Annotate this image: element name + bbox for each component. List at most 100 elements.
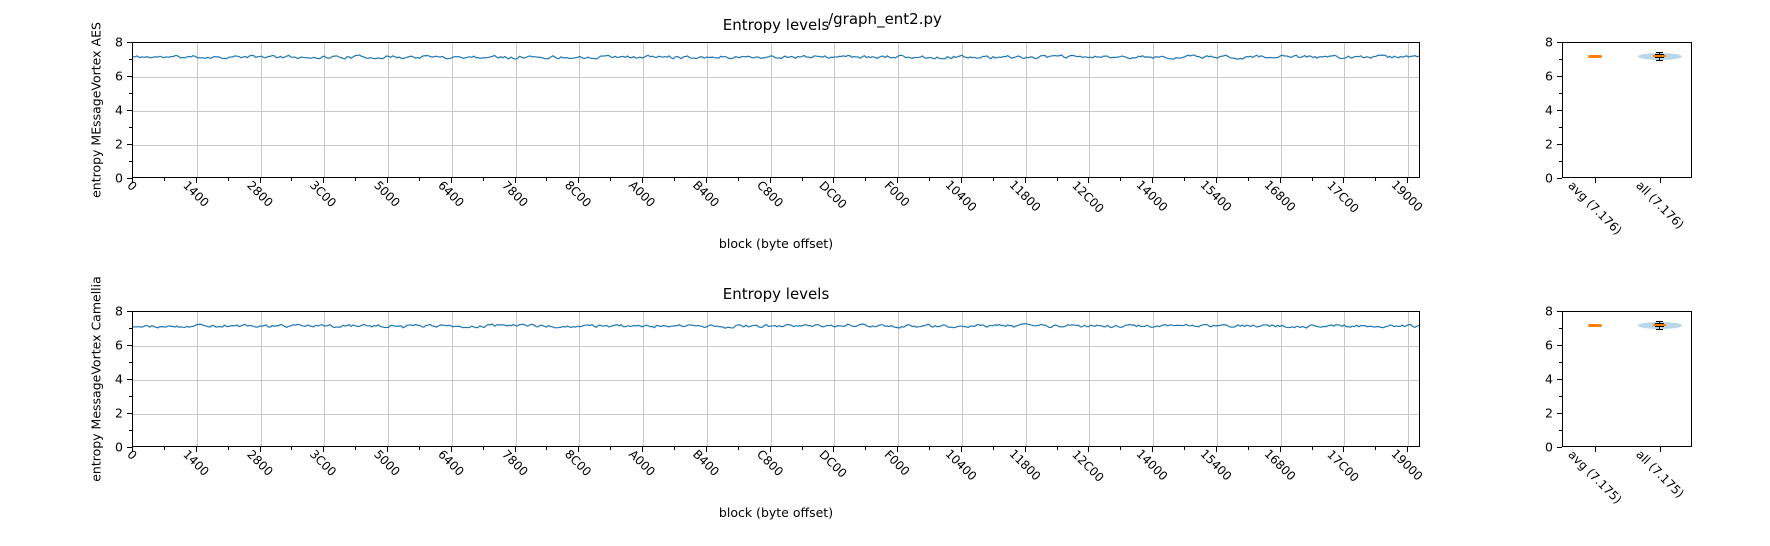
whisker-cap xyxy=(1656,59,1663,62)
x-tick-label: 12C00 xyxy=(1069,178,1108,216)
y-tick-mark xyxy=(127,42,132,43)
y-tick-label: 6 xyxy=(1545,337,1553,353)
y-tick-mark xyxy=(127,178,132,179)
y-minor-tick-mark xyxy=(129,430,132,431)
h-gridline xyxy=(133,414,1419,415)
y-tick-label: 2 xyxy=(1545,405,1553,421)
x-tick-label: 6400 xyxy=(435,178,467,210)
x-tick-mark xyxy=(323,178,325,183)
x-tick-mark xyxy=(450,178,452,183)
x-minor-tick-mark xyxy=(163,447,165,450)
x-tick-label: 10400 xyxy=(942,446,980,484)
x-minor-tick-mark xyxy=(1056,178,1058,181)
x-minor-tick-mark xyxy=(418,447,420,450)
y-tick-label: 2 xyxy=(1545,136,1553,152)
v-gridline xyxy=(1408,43,1410,177)
line-plot-area xyxy=(132,42,1420,178)
x-tick-label: 14000 xyxy=(1133,177,1171,215)
y-tick-mark xyxy=(1557,447,1562,448)
whisker-cap xyxy=(1656,52,1663,54)
x-tick-mark xyxy=(1659,178,1661,183)
x-tick-label: 11800 xyxy=(1006,446,1044,484)
x-minor-tick-mark xyxy=(1375,178,1377,181)
x-minor-tick-mark xyxy=(737,178,739,181)
v-gridline xyxy=(1025,312,1027,446)
x-minor-tick-mark xyxy=(291,178,293,181)
line-plot-area xyxy=(132,311,1420,447)
y-minor-tick-mark xyxy=(1559,430,1562,431)
x-minor-tick-mark xyxy=(291,447,293,450)
y-tick-label: 8 xyxy=(1545,303,1553,319)
v-gridline xyxy=(1216,312,1218,446)
x-tick-label: 14000 xyxy=(1133,446,1171,484)
x-tick-label: 17C00 xyxy=(1324,447,1363,485)
x-minor-tick-mark xyxy=(1311,447,1313,450)
x-tick-mark xyxy=(960,447,962,452)
x-axis-label: block (byte offset) xyxy=(718,505,834,520)
y-tick-label: 4 xyxy=(115,371,123,387)
v-gridline xyxy=(1089,312,1091,446)
x-tick-mark xyxy=(1407,447,1409,452)
x-tick-label: DC00 xyxy=(816,178,850,212)
median-line xyxy=(1653,55,1666,57)
boxplot-category-label: all (7.176) xyxy=(1632,178,1687,232)
y-tick-label: 4 xyxy=(1545,102,1553,118)
y-tick-label: 0 xyxy=(115,439,123,455)
y-tick-label: 8 xyxy=(115,34,123,50)
v-gridline xyxy=(1408,312,1410,446)
x-minor-tick-mark xyxy=(865,178,867,181)
x-tick-mark xyxy=(897,447,899,452)
v-gridline xyxy=(324,43,326,177)
x-tick-label: 2800 xyxy=(243,447,276,479)
y-minor-tick-mark xyxy=(129,59,132,60)
y-minor-tick-mark xyxy=(1559,396,1562,397)
y-tick-label: 4 xyxy=(1545,371,1553,387)
whisker-cap xyxy=(1656,321,1663,323)
x-tick-label: 15400 xyxy=(1197,177,1235,215)
v-gridline xyxy=(515,43,517,177)
h-gridline xyxy=(133,111,1419,112)
x-tick-label: C800 xyxy=(753,177,786,210)
y-tick-label: 2 xyxy=(115,136,123,152)
v-gridline xyxy=(898,43,900,177)
v-gridline xyxy=(1344,312,1346,446)
x-tick-mark xyxy=(514,178,516,183)
v-gridline xyxy=(770,312,772,446)
x-tick-mark xyxy=(578,447,580,452)
x-minor-tick-mark xyxy=(929,178,931,181)
x-tick-mark xyxy=(387,178,389,183)
x-tick-mark xyxy=(1594,447,1596,452)
y-tick-label: 0 xyxy=(1545,170,1553,186)
y-minor-tick-mark xyxy=(129,396,132,397)
x-tick-label: 7800 xyxy=(498,447,531,479)
x-tick-mark xyxy=(1088,447,1090,452)
x-tick-mark xyxy=(1343,178,1345,183)
y-minor-tick-mark xyxy=(1559,161,1562,162)
x-tick-label: C800 xyxy=(753,446,786,479)
y-tick-mark xyxy=(127,76,132,77)
v-gridline xyxy=(260,43,262,177)
x-tick-mark xyxy=(578,178,580,183)
x-tick-label: 0 xyxy=(124,447,140,463)
y-tick-mark xyxy=(1557,311,1562,312)
x-tick-mark xyxy=(769,178,771,183)
h-gridline xyxy=(133,77,1419,78)
x-tick-mark xyxy=(1659,447,1661,452)
x-minor-tick-mark xyxy=(1311,178,1313,181)
y-tick-mark xyxy=(1557,345,1562,346)
v-gridline xyxy=(898,312,900,446)
x-minor-tick-mark xyxy=(1375,447,1377,450)
entropy-line xyxy=(133,323,1419,329)
v-gridline xyxy=(834,312,836,446)
x-minor-tick-mark xyxy=(737,447,739,450)
x-axis-label: block (byte offset) xyxy=(718,236,834,251)
y-minor-tick-mark xyxy=(1559,127,1562,128)
y-minor-tick-mark xyxy=(1559,328,1562,329)
v-gridline xyxy=(196,43,198,177)
y-tick-mark xyxy=(1557,413,1562,414)
v-gridline xyxy=(1153,43,1155,177)
x-tick-label: 10400 xyxy=(942,177,980,215)
entropy-line xyxy=(133,54,1419,60)
x-tick-mark xyxy=(1152,447,1154,452)
y-minor-tick-mark xyxy=(1559,93,1562,94)
